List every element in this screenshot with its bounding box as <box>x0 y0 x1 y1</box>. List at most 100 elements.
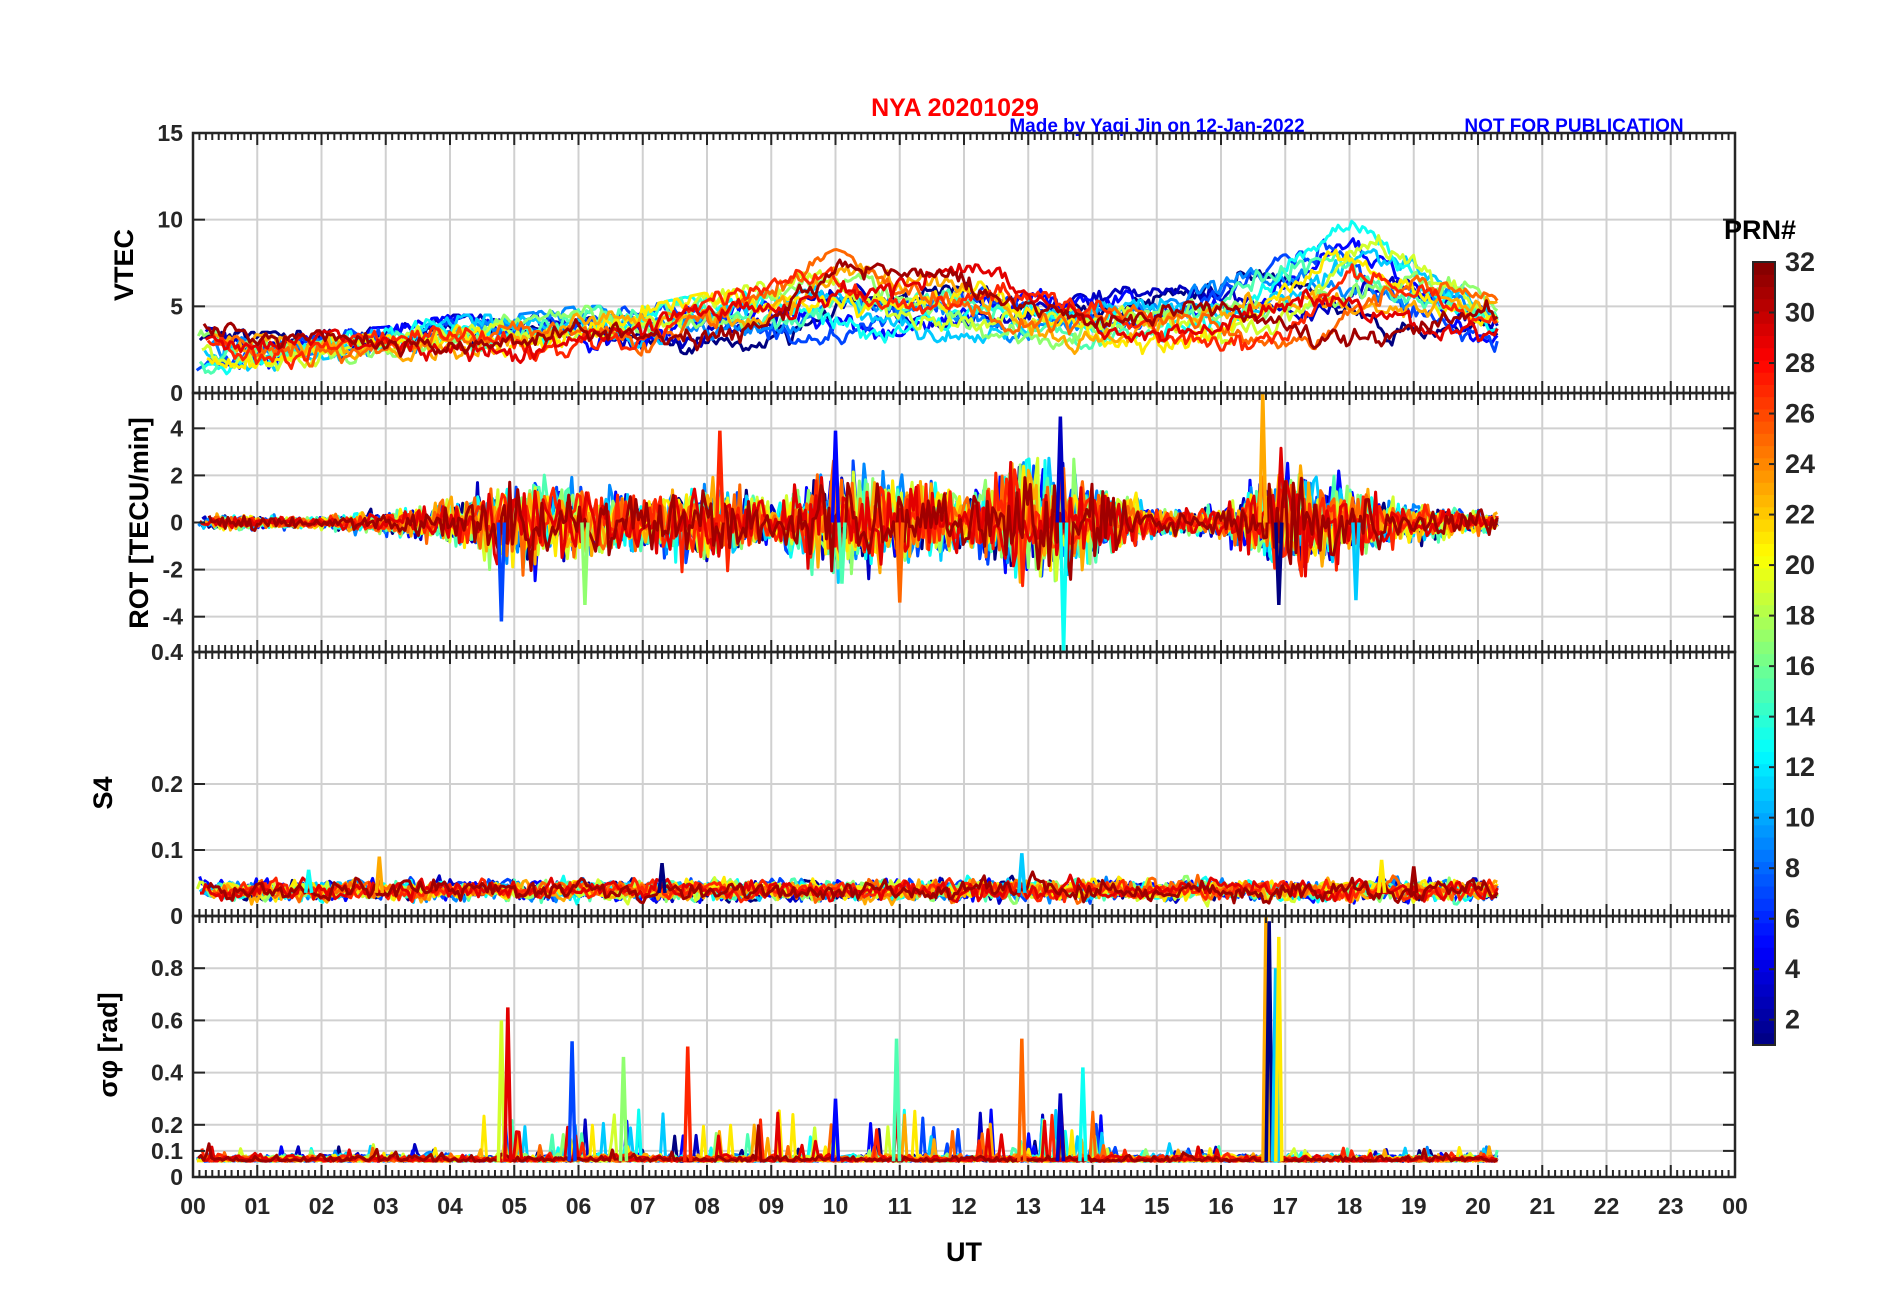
spike-mark <box>374 856 385 894</box>
y-tick-label: 0.1 <box>151 837 183 863</box>
colorbar-segment <box>1753 543 1775 557</box>
x-tick-label: 02 <box>309 1193 335 1219</box>
x-tick-label: 04 <box>437 1193 463 1219</box>
series-group <box>197 393 1499 652</box>
colorbar-segment <box>1753 1020 1775 1034</box>
colorbar-segment <box>1753 286 1775 300</box>
colorbar-segment <box>1753 641 1775 655</box>
colorbar-tick-label: 2 <box>1785 1005 1800 1035</box>
colorbar-segment <box>1753 469 1775 483</box>
colorbar-segment <box>1753 433 1775 447</box>
colorbar-segment <box>1753 934 1775 948</box>
spike-mark <box>1258 393 1268 523</box>
colorbar-segment <box>1753 274 1775 288</box>
colorbar-segment <box>1753 763 1775 777</box>
x-tick-label: 08 <box>694 1193 720 1219</box>
colorbar-segment <box>1753 898 1775 912</box>
colorbar-tick-label: 28 <box>1785 348 1815 378</box>
spike-mark <box>618 1056 629 1162</box>
series-group <box>195 219 1499 376</box>
y-tick-label: 5 <box>170 293 183 319</box>
vtec-ylabel: VTEC <box>109 229 139 301</box>
spike-mark <box>1055 1093 1066 1162</box>
colorbar-segment <box>1753 310 1775 324</box>
y-tick-label: 10 <box>157 207 183 233</box>
colorbar-segment <box>1753 298 1775 312</box>
colorbar-segment <box>1753 604 1775 618</box>
colorbar-segment <box>1753 739 1775 752</box>
colorbar-segment <box>1753 677 1775 691</box>
colorbar-segment <box>1753 482 1775 496</box>
y-tick-label: 0 <box>170 1164 183 1190</box>
colorbar-tick-label: 8 <box>1785 853 1800 883</box>
colorbar-tick-label: 16 <box>1785 651 1815 681</box>
x-tick-label: 17 <box>1272 1193 1298 1219</box>
colorbar-segment <box>1753 983 1775 997</box>
x-tick-label: 11 <box>888 1193 913 1219</box>
colorbar-segment <box>1753 518 1775 532</box>
spike-mark <box>567 1041 577 1162</box>
y-tick-label: -2 <box>163 557 183 583</box>
colorbar-segment <box>1753 653 1775 667</box>
rot-panel: -4 -2 0 2 4 <box>163 391 1737 654</box>
y-tick-label: 0.2 <box>151 1112 183 1138</box>
spike-mark <box>580 522 590 605</box>
grid <box>192 651 1736 917</box>
colorbar-segment <box>1753 824 1775 838</box>
spike-mark <box>503 1007 513 1162</box>
colorbar-tick-label: 4 <box>1785 954 1800 984</box>
colorbar-tick-label: 18 <box>1785 601 1815 631</box>
colorbar-segment <box>1753 996 1775 1009</box>
spike-mark <box>1058 522 1069 652</box>
x-tick-label: 06 <box>566 1193 592 1219</box>
colorbar-segment <box>1753 506 1775 520</box>
x-tick-label: 18 <box>1337 1193 1363 1219</box>
colorbar-segment <box>1753 726 1775 740</box>
colorbar-segment <box>1753 555 1775 569</box>
colorbar-segment <box>1753 788 1775 801</box>
spike-mark <box>830 430 841 523</box>
series-group <box>195 853 1499 908</box>
colorbar-segment <box>1753 665 1775 679</box>
spike-mark <box>830 1098 841 1162</box>
x-tick-label: 12 <box>951 1193 977 1219</box>
colorbar-segment <box>1753 531 1775 544</box>
colorbar-frame <box>1752 261 1776 1046</box>
y-tick-label: 0 <box>170 903 183 929</box>
x-tick-label: 16 <box>1208 1193 1234 1219</box>
colorbar-segment <box>1753 616 1775 630</box>
colorbar-segment <box>1753 457 1775 471</box>
x-tick-label: 05 <box>501 1193 527 1219</box>
spike-mark <box>891 1038 902 1162</box>
colorbar-segment <box>1753 751 1775 765</box>
colorbar-segment <box>1753 812 1775 826</box>
colorbar-segment <box>1753 347 1775 361</box>
spike-mark <box>496 1020 507 1162</box>
y-tick-label: 0.4 <box>151 639 183 665</box>
tick-marks <box>192 393 1736 652</box>
y-tick-label: 0.4 <box>151 1060 183 1086</box>
spike-mark <box>1409 866 1419 894</box>
colorbar-segment <box>1753 262 1775 275</box>
colorbar-segment <box>1753 714 1775 728</box>
y-tick-label: 0.8 <box>151 955 183 981</box>
y-tick-label: 0.2 <box>151 771 183 797</box>
spike-mark <box>715 430 725 523</box>
grid <box>192 916 1736 1178</box>
colorbar-tick-label: 12 <box>1785 752 1815 782</box>
x-tick-label: 14 <box>1080 1193 1106 1219</box>
spike-mark <box>657 863 667 894</box>
series-line-prn-31 <box>206 870 1499 905</box>
colorbar-tick-label: 30 <box>1785 298 1815 328</box>
colorbar-segment <box>1753 372 1775 385</box>
series-line-prn-27 <box>209 468 1499 588</box>
colorbar-segment <box>1753 335 1775 349</box>
vtec-panel: 0 5 10 15 <box>157 120 1737 406</box>
spike-mark <box>1017 1038 1027 1162</box>
x-axis: 00 01 02 03 04 05 06 07 08 09 10 11 12 13 14 15 16 17 18 19… <box>180 1193 1748 1219</box>
colorbar-segment <box>1753 849 1775 863</box>
colorbar-segment <box>1753 396 1775 410</box>
series-line-prn-25 <box>211 248 1499 368</box>
colorbar-segment <box>1753 971 1775 985</box>
